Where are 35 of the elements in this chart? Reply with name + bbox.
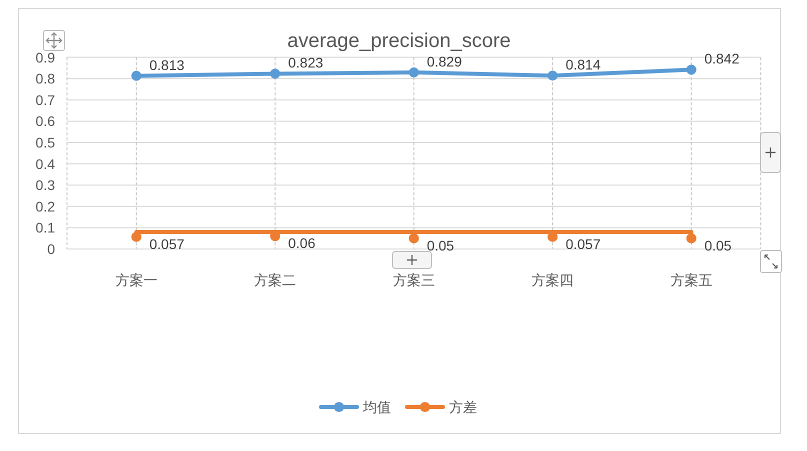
data-label: 0.057	[149, 236, 185, 252]
point	[131, 70, 142, 81]
y-tick-label: 0.4	[36, 156, 56, 172]
data-label: 0.05	[426, 237, 454, 254]
data-label: 0.813	[149, 56, 185, 73]
data-label: 0.814	[566, 56, 601, 73]
y-tick-label: 0.8	[36, 70, 56, 87]
point	[548, 70, 558, 81]
point	[408, 233, 419, 244]
y-tick-label: 0.7	[36, 92, 56, 108]
data-label: 0.823	[288, 54, 324, 71]
x-tick-label: 方案五	[670, 272, 712, 288]
y-tick-label: 0.2	[36, 198, 56, 214]
chart-title: average_precision_score	[287, 30, 511, 52]
y-tick-label: 0.3	[36, 177, 56, 194]
point	[408, 67, 419, 78]
x-tick-label: 方案四	[532, 272, 574, 288]
data-label: 0.842	[704, 50, 740, 67]
y-tick-label: 0.9	[36, 49, 56, 66]
y-tick-label: 0.1	[36, 220, 56, 236]
y-tick-label: 0.5	[36, 134, 56, 150]
x-tick-label: 方案三	[392, 272, 435, 288]
data-label: 0.829	[426, 53, 462, 70]
point	[686, 233, 696, 244]
x-tick-label: 方案一	[115, 272, 158, 288]
y-tick-label: 0.6	[36, 113, 56, 130]
point	[686, 64, 696, 75]
data-label: 0.05	[704, 237, 732, 254]
point	[270, 68, 280, 79]
x-tick-label: 方案二	[254, 272, 296, 288]
legend-label: 方差	[449, 399, 477, 415]
data-label: 0.06	[288, 235, 316, 252]
legend-label: 均值	[362, 399, 391, 415]
data-label: 0.057	[566, 236, 601, 252]
y-tick-label: 0	[47, 241, 56, 257]
